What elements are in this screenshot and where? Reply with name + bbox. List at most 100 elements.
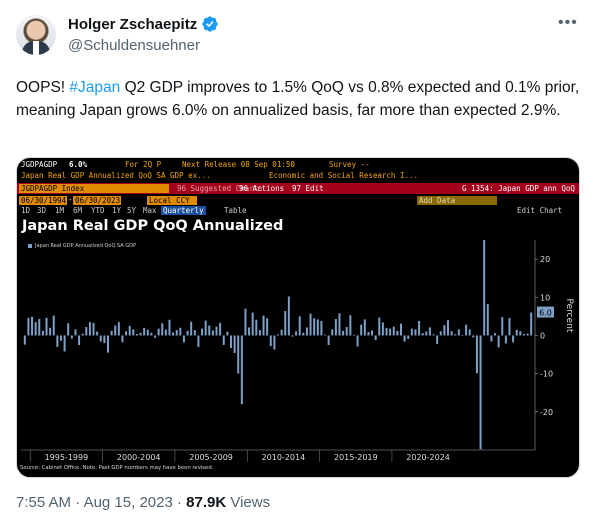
bar <box>56 335 59 347</box>
meta-separator-2: · <box>176 494 182 511</box>
bar <box>237 335 240 374</box>
avatar-shirt <box>33 41 39 55</box>
bar <box>161 323 164 336</box>
y-axis-label: Percent <box>564 299 574 333</box>
bar <box>121 335 124 343</box>
tweet-text-part1: OOPS! <box>16 79 70 96</box>
bar <box>425 331 428 336</box>
bar <box>486 304 489 336</box>
bar <box>374 335 377 341</box>
verified-badge-icon[interactable] <box>201 15 219 33</box>
bar <box>67 323 70 336</box>
bar <box>154 335 157 338</box>
bar <box>255 319 258 336</box>
edit-menu[interactable]: 97 Edit <box>292 184 324 193</box>
tweet-date[interactable]: Aug 15, 2023 <box>83 494 173 511</box>
bar <box>497 335 500 348</box>
x-tick-label: 2010-2014 <box>262 453 306 462</box>
bar <box>125 331 128 336</box>
table-button[interactable]: Table <box>224 206 247 215</box>
avatar[interactable] <box>16 15 56 55</box>
tweet-media-chart[interactable]: JGDPAGDP 6.0% For 2Q P Next Release 08 S… <box>16 157 580 478</box>
bar <box>172 332 175 336</box>
date-to-input[interactable]: 06/30/2023 <box>73 196 121 205</box>
range-1m[interactable]: 1M <box>55 206 65 215</box>
range-1d[interactable]: 1D <box>21 206 31 215</box>
bar <box>258 330 261 336</box>
more-options-icon[interactable]: ••• <box>558 14 578 31</box>
range-5y[interactable]: 5Y <box>127 206 137 215</box>
y-tick-label: -20 <box>540 408 553 417</box>
range-3d[interactable]: 3D <box>37 206 47 215</box>
hashtag-link[interactable]: #Japan <box>69 79 121 96</box>
chart-legend: Japan Real GDP Annualized QoQ SA GDP <box>28 243 136 249</box>
next-release-label: Next Release 08 Sep 01:50 <box>182 160 295 169</box>
bar <box>146 329 149 336</box>
add-data-input[interactable]: Add Data <box>417 196 497 205</box>
bar <box>313 318 316 336</box>
view-count: 87.9K <box>186 494 227 511</box>
bar <box>389 328 392 336</box>
bar <box>52 315 55 336</box>
bar <box>27 317 30 336</box>
bar <box>324 334 327 336</box>
tweet-text-part2: Q2 GDP improves to 1.5% QoQ vs 0.8% expe… <box>16 79 580 119</box>
bar <box>490 335 493 342</box>
bar <box>352 334 355 336</box>
bar <box>349 315 352 336</box>
terminal-date-row: 06/30/1994 - 06/30/2023 Local CCY Add Da… <box>17 195 579 206</box>
bar <box>504 335 507 344</box>
bar <box>244 308 247 336</box>
range-6m[interactable]: 6M <box>73 206 83 215</box>
range-max[interactable]: Max <box>143 206 157 215</box>
bar <box>360 324 363 336</box>
bar <box>428 327 431 336</box>
range-1y[interactable]: 1Y <box>112 206 122 215</box>
last-value-label: 6.0 <box>539 309 552 318</box>
terminal-command-bar: JGDPAGDP Index 96 Suggested Charts 96 Ac… <box>17 183 579 194</box>
author-name-row[interactable]: Holger Zschaepitz <box>68 15 219 33</box>
bar <box>277 334 279 336</box>
bar <box>215 326 218 336</box>
bar <box>45 317 48 336</box>
bar <box>363 319 366 336</box>
bar <box>266 318 269 336</box>
bar <box>309 313 312 336</box>
bar <box>454 334 457 336</box>
index-input[interactable]: JGDPAGDP Index <box>19 184 169 193</box>
author-name[interactable]: Holger Zschaepitz <box>68 15 198 33</box>
bar <box>269 335 272 347</box>
x-tick-label: 2000-2004 <box>117 453 161 462</box>
bar <box>284 311 287 336</box>
bar <box>38 319 41 336</box>
tweet-meta: 7:55 AM · Aug 15, 2023 · 87.9K Views <box>16 494 270 511</box>
date-from-input[interactable]: 06/30/1994 <box>19 196 67 205</box>
bar <box>410 328 413 336</box>
bar <box>302 332 305 336</box>
range-ytd[interactable]: YTD <box>91 206 105 215</box>
bar <box>128 325 131 336</box>
actions-menu[interactable]: 96 Actions <box>239 184 285 193</box>
bar <box>475 335 478 374</box>
tweet-time[interactable]: 7:55 AM <box>16 494 72 511</box>
author-handle[interactable]: @Schuldensuehner <box>68 37 200 54</box>
bar <box>74 329 77 336</box>
bar <box>139 332 142 336</box>
currency-select[interactable]: Local CCY <box>147 196 197 205</box>
suggested-charts-button[interactable]: 96 Suggested Charts <box>177 184 263 193</box>
date-separator: - <box>68 195 73 204</box>
bar <box>298 316 301 336</box>
bar <box>107 335 109 353</box>
bar <box>381 322 384 336</box>
bar <box>414 329 417 336</box>
bar <box>457 329 460 336</box>
bar <box>132 329 135 336</box>
bar <box>291 335 294 337</box>
bar <box>396 330 399 336</box>
legend-swatch <box>28 244 32 248</box>
bar <box>468 329 471 336</box>
bar <box>327 335 330 345</box>
frequency-select[interactable]: Quarterly <box>161 206 206 215</box>
bar <box>522 333 525 336</box>
edit-chart-button[interactable]: Edit Chart <box>517 206 563 215</box>
